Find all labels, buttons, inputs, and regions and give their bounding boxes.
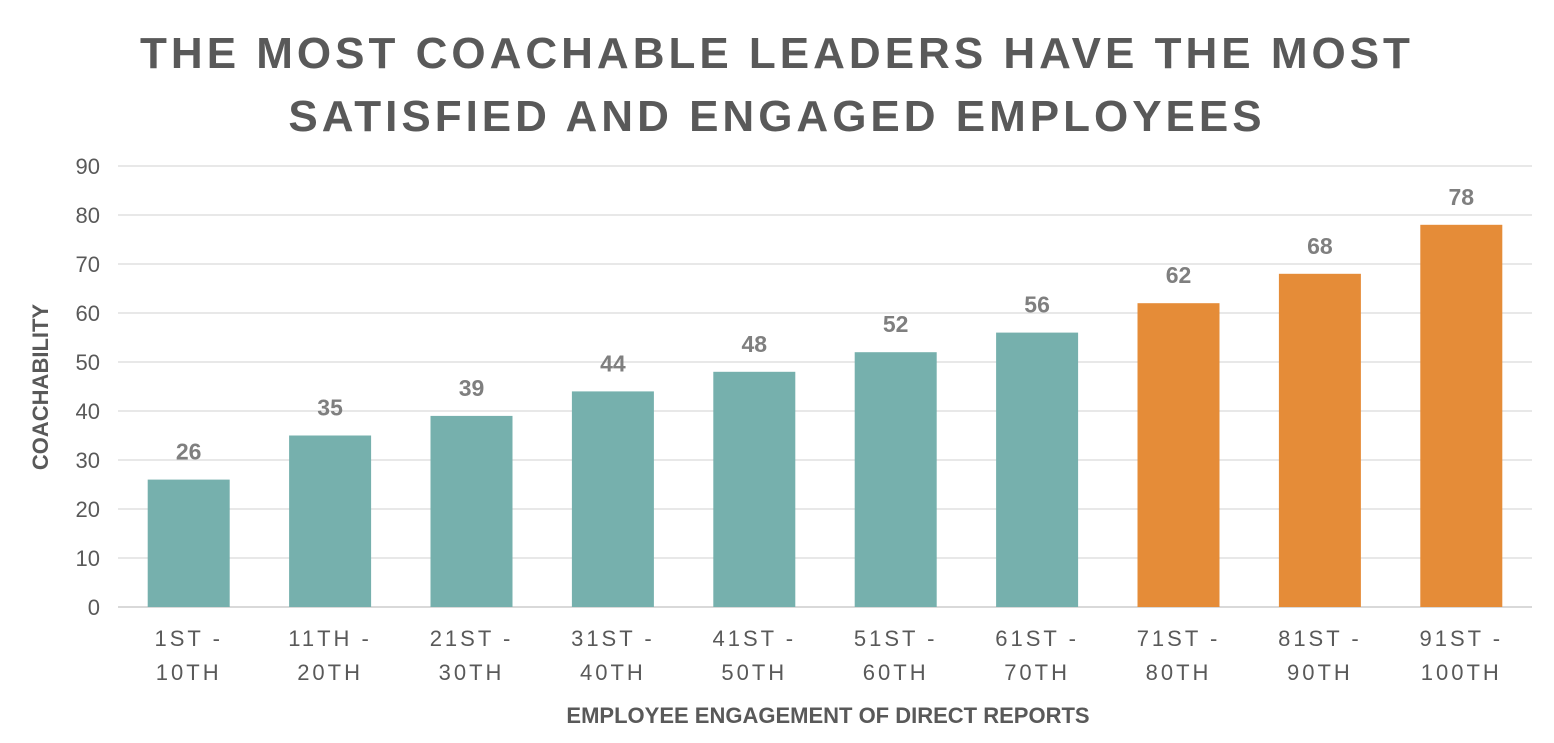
y-tick-label: 80 <box>76 203 100 228</box>
x-tick-label: 40TH <box>580 660 646 685</box>
bar <box>430 415 513 607</box>
x-tick-label: 41ST - <box>712 626 796 651</box>
x-tick-label: 100TH <box>1421 660 1502 685</box>
data-label: 62 <box>1166 262 1192 288</box>
x-tick-label: 31ST - <box>571 626 655 651</box>
y-axis-label: COACHABILITY <box>28 304 53 471</box>
bar <box>1420 224 1503 608</box>
y-tick-label: 10 <box>76 546 100 571</box>
data-label: 39 <box>459 375 485 401</box>
data-label: 68 <box>1307 233 1333 259</box>
y-tick-label: 20 <box>76 497 100 522</box>
y-tick-label: 50 <box>76 350 100 375</box>
x-tick-label: 51ST - <box>854 626 938 651</box>
x-tick-label: 80TH <box>1146 660 1212 685</box>
bar <box>1278 273 1361 607</box>
data-label: 26 <box>176 439 202 465</box>
data-label: 35 <box>317 395 343 421</box>
chart-title-line-2: SATISFIED AND ENGAGED EMPLOYEES <box>288 92 1265 141</box>
y-tick-label: 0 <box>88 595 100 620</box>
x-tick-label: 30TH <box>439 660 505 685</box>
bar <box>854 352 937 607</box>
x-tick-label: 90TH <box>1287 660 1353 685</box>
y-tick-label: 60 <box>76 301 100 326</box>
bar <box>147 479 230 607</box>
x-tick-label: 10TH <box>156 660 222 685</box>
bar <box>571 391 654 607</box>
x-tick-label: 60TH <box>863 660 929 685</box>
data-label: 52 <box>883 311 909 337</box>
bar <box>713 371 796 607</box>
x-tick-label: 11TH - <box>288 626 372 651</box>
x-tick-label: 70TH <box>1004 660 1070 685</box>
y-tick-label: 40 <box>76 399 100 424</box>
data-label: 56 <box>1024 292 1050 318</box>
x-tick-label: 50TH <box>721 660 787 685</box>
y-tick-label: 70 <box>76 252 100 277</box>
x-tick-label: 21ST - <box>430 626 514 651</box>
bar <box>1137 303 1220 607</box>
x-tick-label: 81ST - <box>1278 626 1362 651</box>
chart-title-line-1: THE MOST COACHABLE LEADERS HAVE THE MOST <box>140 29 1414 78</box>
x-tick-label: 20TH <box>297 660 363 685</box>
x-tick-label: 91ST - <box>1419 626 1503 651</box>
bar <box>996 332 1079 607</box>
data-label: 48 <box>742 331 768 357</box>
x-axis-label: EMPLOYEE ENGAGEMENT OF DIRECT REPORTS <box>566 703 1089 728</box>
x-tick-label: 61ST - <box>995 626 1079 651</box>
data-label: 78 <box>1449 184 1475 210</box>
y-tick-label: 90 <box>76 154 100 179</box>
x-tick-label: 71ST - <box>1137 626 1221 651</box>
bar <box>289 435 372 607</box>
data-label: 44 <box>600 350 626 376</box>
x-tick-label: 1ST - <box>155 626 223 651</box>
y-tick-label: 30 <box>76 448 100 473</box>
